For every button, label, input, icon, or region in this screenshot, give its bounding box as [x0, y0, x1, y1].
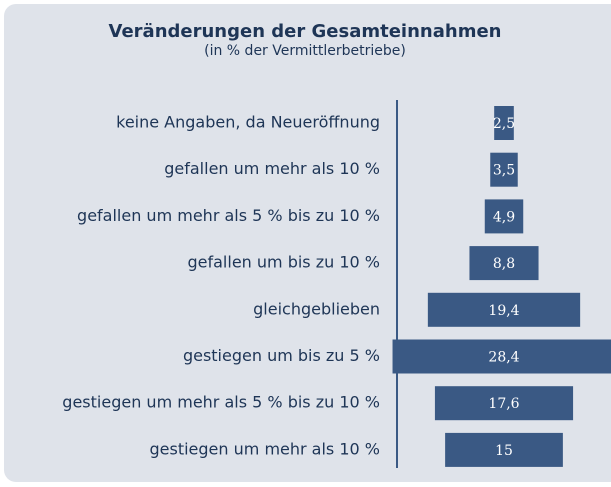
bar: [427, 292, 581, 327]
category-label: gestiegen um mehr als 10 %: [150, 439, 381, 458]
data-label: 8,8: [493, 256, 515, 272]
data-label: 19,4: [488, 303, 519, 319]
bar: [484, 199, 524, 234]
bar: [392, 339, 611, 374]
chart-title: Veränderungen der Gesamteinnahmen: [109, 21, 502, 42]
bar: [469, 246, 539, 281]
category-label: gefallen um mehr als 10 %: [164, 159, 380, 178]
data-label: 4,9: [493, 209, 515, 225]
bar: [490, 152, 518, 187]
category-label: gestiegen um mehr als 5 % bis zu 10 %: [62, 393, 380, 412]
bar: [445, 432, 563, 467]
data-label: 15: [495, 443, 513, 459]
data-label: 2,5: [493, 116, 515, 132]
category-label: keine Angaben, da Neueröffnung: [116, 113, 380, 132]
category-label: gleichgeblieben: [253, 299, 380, 318]
data-label: 28,4: [488, 350, 519, 366]
category-label: gefallen um bis zu 10 %: [187, 253, 380, 272]
bar: [494, 106, 514, 140]
category-label: gefallen um mehr als 5 % bis zu 10 %: [77, 206, 380, 225]
data-label: 17,6: [488, 396, 519, 412]
category-label: gestiegen um bis zu 5 %: [183, 346, 380, 365]
chart-subtitle: (in % der Vermittlerbetriebe): [204, 43, 406, 59]
data-label: 3,5: [493, 163, 515, 179]
bar: [434, 386, 574, 421]
